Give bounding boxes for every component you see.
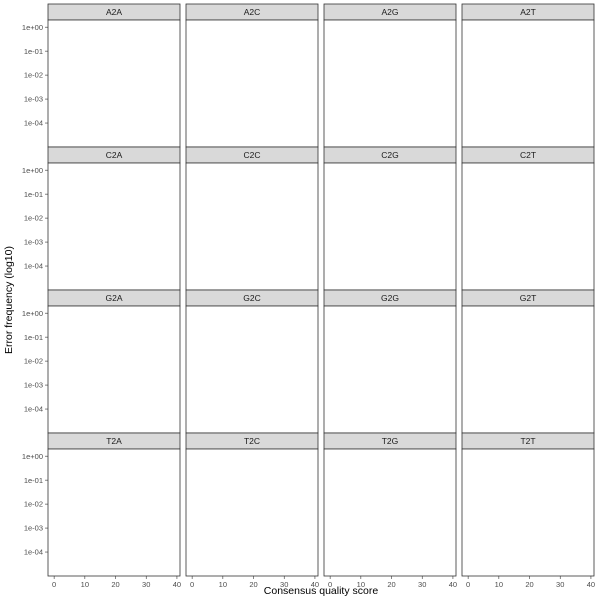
x-tick-label: 0 [190, 580, 194, 589]
y-tick-label: 1e-03 [24, 524, 43, 533]
x-tick-label: 30 [280, 580, 288, 589]
facet-C2C: C2C [185, 146, 319, 291]
facet-A2A: A2A 1e+00 1e-01 1e-02 1e-03 1e-04 [22, 3, 181, 148]
facet-strip-label: T2G [382, 436, 399, 446]
x-tick-label: 30 [142, 580, 150, 589]
facet-C2G: C2G [323, 146, 457, 291]
y-tick-label: 1e-04 [24, 262, 43, 271]
facet-strip-label: G2G [381, 293, 399, 303]
x-tick-label: 20 [249, 580, 257, 589]
x-axis-title: Consensus quality score [264, 585, 379, 597]
panel-border [461, 162, 595, 291]
facet-strip-label: C2G [381, 150, 398, 160]
x-tick-label: 10 [495, 580, 503, 589]
y-tick-label: 1e-03 [24, 238, 43, 247]
facet-strip-label: C2A [106, 150, 123, 160]
panel-border [185, 19, 319, 148]
panel-border [323, 448, 457, 577]
facet-strip-label: A2G [381, 7, 398, 17]
x-tick-label: 0 [466, 580, 470, 589]
facet-C2A: C2A 1e+00 1e-01 1e-02 1e-03 1e-04 [22, 146, 181, 291]
facet-strip-label: T2C [244, 436, 260, 446]
panel-border [47, 305, 181, 434]
facet-A2G: A2G [323, 3, 457, 148]
y-tick-label: 1e-02 [24, 71, 43, 80]
x-tick-label: 40 [311, 580, 319, 589]
y-tick-label: 1e-01 [24, 190, 43, 199]
y-tick-label: 1e+00 [22, 452, 43, 461]
y-tick-label: 1e-02 [24, 214, 43, 223]
y-tick-label: 1e-01 [24, 333, 43, 342]
y-tick-label: 1e-02 [24, 357, 43, 366]
x-tick-label: 40 [173, 580, 181, 589]
y-tick-label: 1e-01 [24, 476, 43, 485]
x-tick-label: 0 [52, 580, 56, 589]
y-tick-label: 1e+00 [22, 23, 43, 32]
facet-strip-label: G2C [243, 293, 260, 303]
x-tick-label: 10 [219, 580, 227, 589]
panel-border [185, 162, 319, 291]
y-tick-label: 1e-03 [24, 381, 43, 390]
facet-T2T: T2T 0 10 20 30 40 [461, 432, 595, 589]
facet-A2T: A2T [461, 3, 595, 148]
facet-A2C: A2C [185, 3, 319, 148]
x-tick-label: 30 [556, 580, 564, 589]
data-point [210, 575, 211, 576]
x-tick-label: 0 [328, 580, 332, 589]
facet-T2A: T2A 1e+00 1e-01 1e-02 1e-03 1e-04 0 10 20 30 40 [22, 432, 181, 589]
facet-strip-label: T2A [106, 436, 122, 446]
facet-strip-label: A2T [520, 7, 536, 17]
panel-border [47, 19, 181, 148]
panel-border [323, 162, 457, 291]
x-tick-label: 20 [525, 580, 533, 589]
y-tick-label: 1e-01 [24, 47, 43, 56]
facet-G2G: G2G [323, 289, 457, 434]
panel-border [323, 19, 457, 148]
x-tick-label: 30 [418, 580, 426, 589]
y-tick-label: 1e-03 [24, 95, 43, 104]
x-tick-label: 10 [81, 580, 89, 589]
panel-border [461, 448, 595, 577]
facet-strip-label: G2T [520, 293, 537, 303]
panel-border [185, 305, 319, 434]
panel-border [47, 448, 181, 577]
x-tick-label: 20 [111, 580, 119, 589]
panel-border [461, 19, 595, 148]
facet-G2C: G2C [185, 289, 319, 434]
facet-T2C: T2C 0 10 20 30 40 [185, 432, 319, 589]
x-tick-label: 20 [387, 580, 395, 589]
facet-strip-label: A2A [106, 7, 122, 17]
x-tick-label: 40 [449, 580, 457, 589]
panel-border [185, 448, 319, 577]
x-tick-label: 40 [587, 580, 595, 589]
facet-strip-label: T2T [520, 436, 535, 446]
y-tick-label: 1e-04 [24, 548, 43, 557]
x-tick-label: 10 [357, 580, 365, 589]
facet-G2A: G2A 1e+00 1e-01 1e-02 1e-03 1e-04 [22, 289, 181, 434]
panels-layer: A2A 1e+00 1e-01 1e-02 1e-03 1e-04 A2C A2G A2T C2A… [22, 3, 595, 589]
y-tick-label: 1e-04 [24, 119, 43, 128]
facet-strip-label: G2A [105, 293, 122, 303]
facet-strip-label: C2C [243, 150, 260, 160]
facet-strip-label: C2T [520, 150, 536, 160]
facet-G2T: G2T [461, 289, 595, 434]
y-axis-title: Error frequency (log10) [3, 246, 15, 354]
y-tick-label: 1e-04 [24, 405, 43, 414]
y-tick-label: 1e+00 [22, 166, 43, 175]
y-tick-label: 1e+00 [22, 309, 43, 318]
facet-T2G: T2G 0 10 20 30 40 [323, 432, 457, 589]
y-tick-label: 1e-02 [24, 500, 43, 509]
panel-border [323, 305, 457, 434]
panel-border [47, 162, 181, 291]
panel-border [461, 305, 595, 434]
facet-C2T: C2T [461, 146, 595, 291]
facet-strip-label: A2C [244, 7, 261, 17]
